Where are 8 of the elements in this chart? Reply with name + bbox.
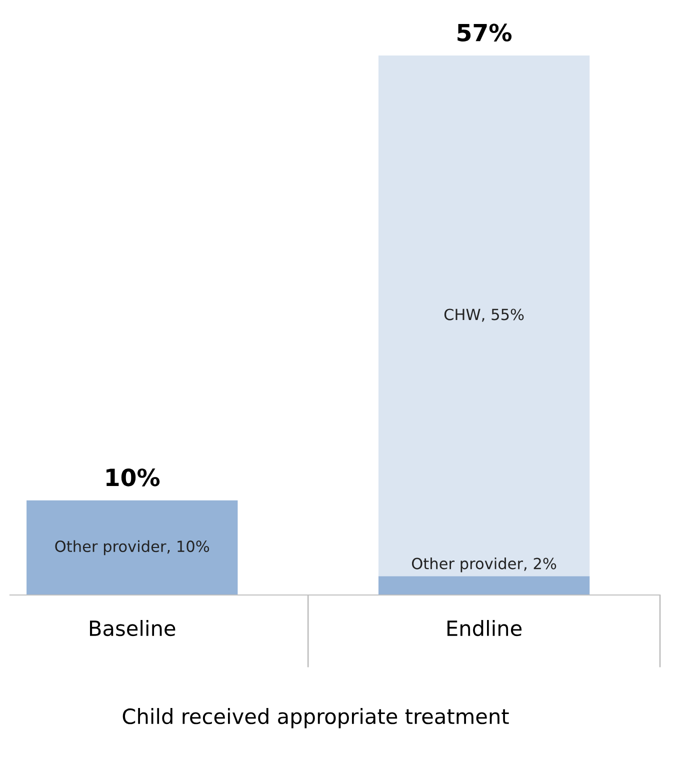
x-tick-label: Baseline: [90, 620, 176, 636]
total-label: 57%: [458, 24, 512, 42]
data-label: Other provider, 2%: [412, 558, 556, 572]
total-label: 10%: [106, 468, 160, 486]
data-label: Other provider, 10%: [55, 540, 210, 556]
x-tick-label: Endline: [447, 620, 522, 636]
data-label: CHW, 55%: [444, 308, 524, 322]
x-axis-title: Child received appropriate treatment: [122, 708, 509, 728]
